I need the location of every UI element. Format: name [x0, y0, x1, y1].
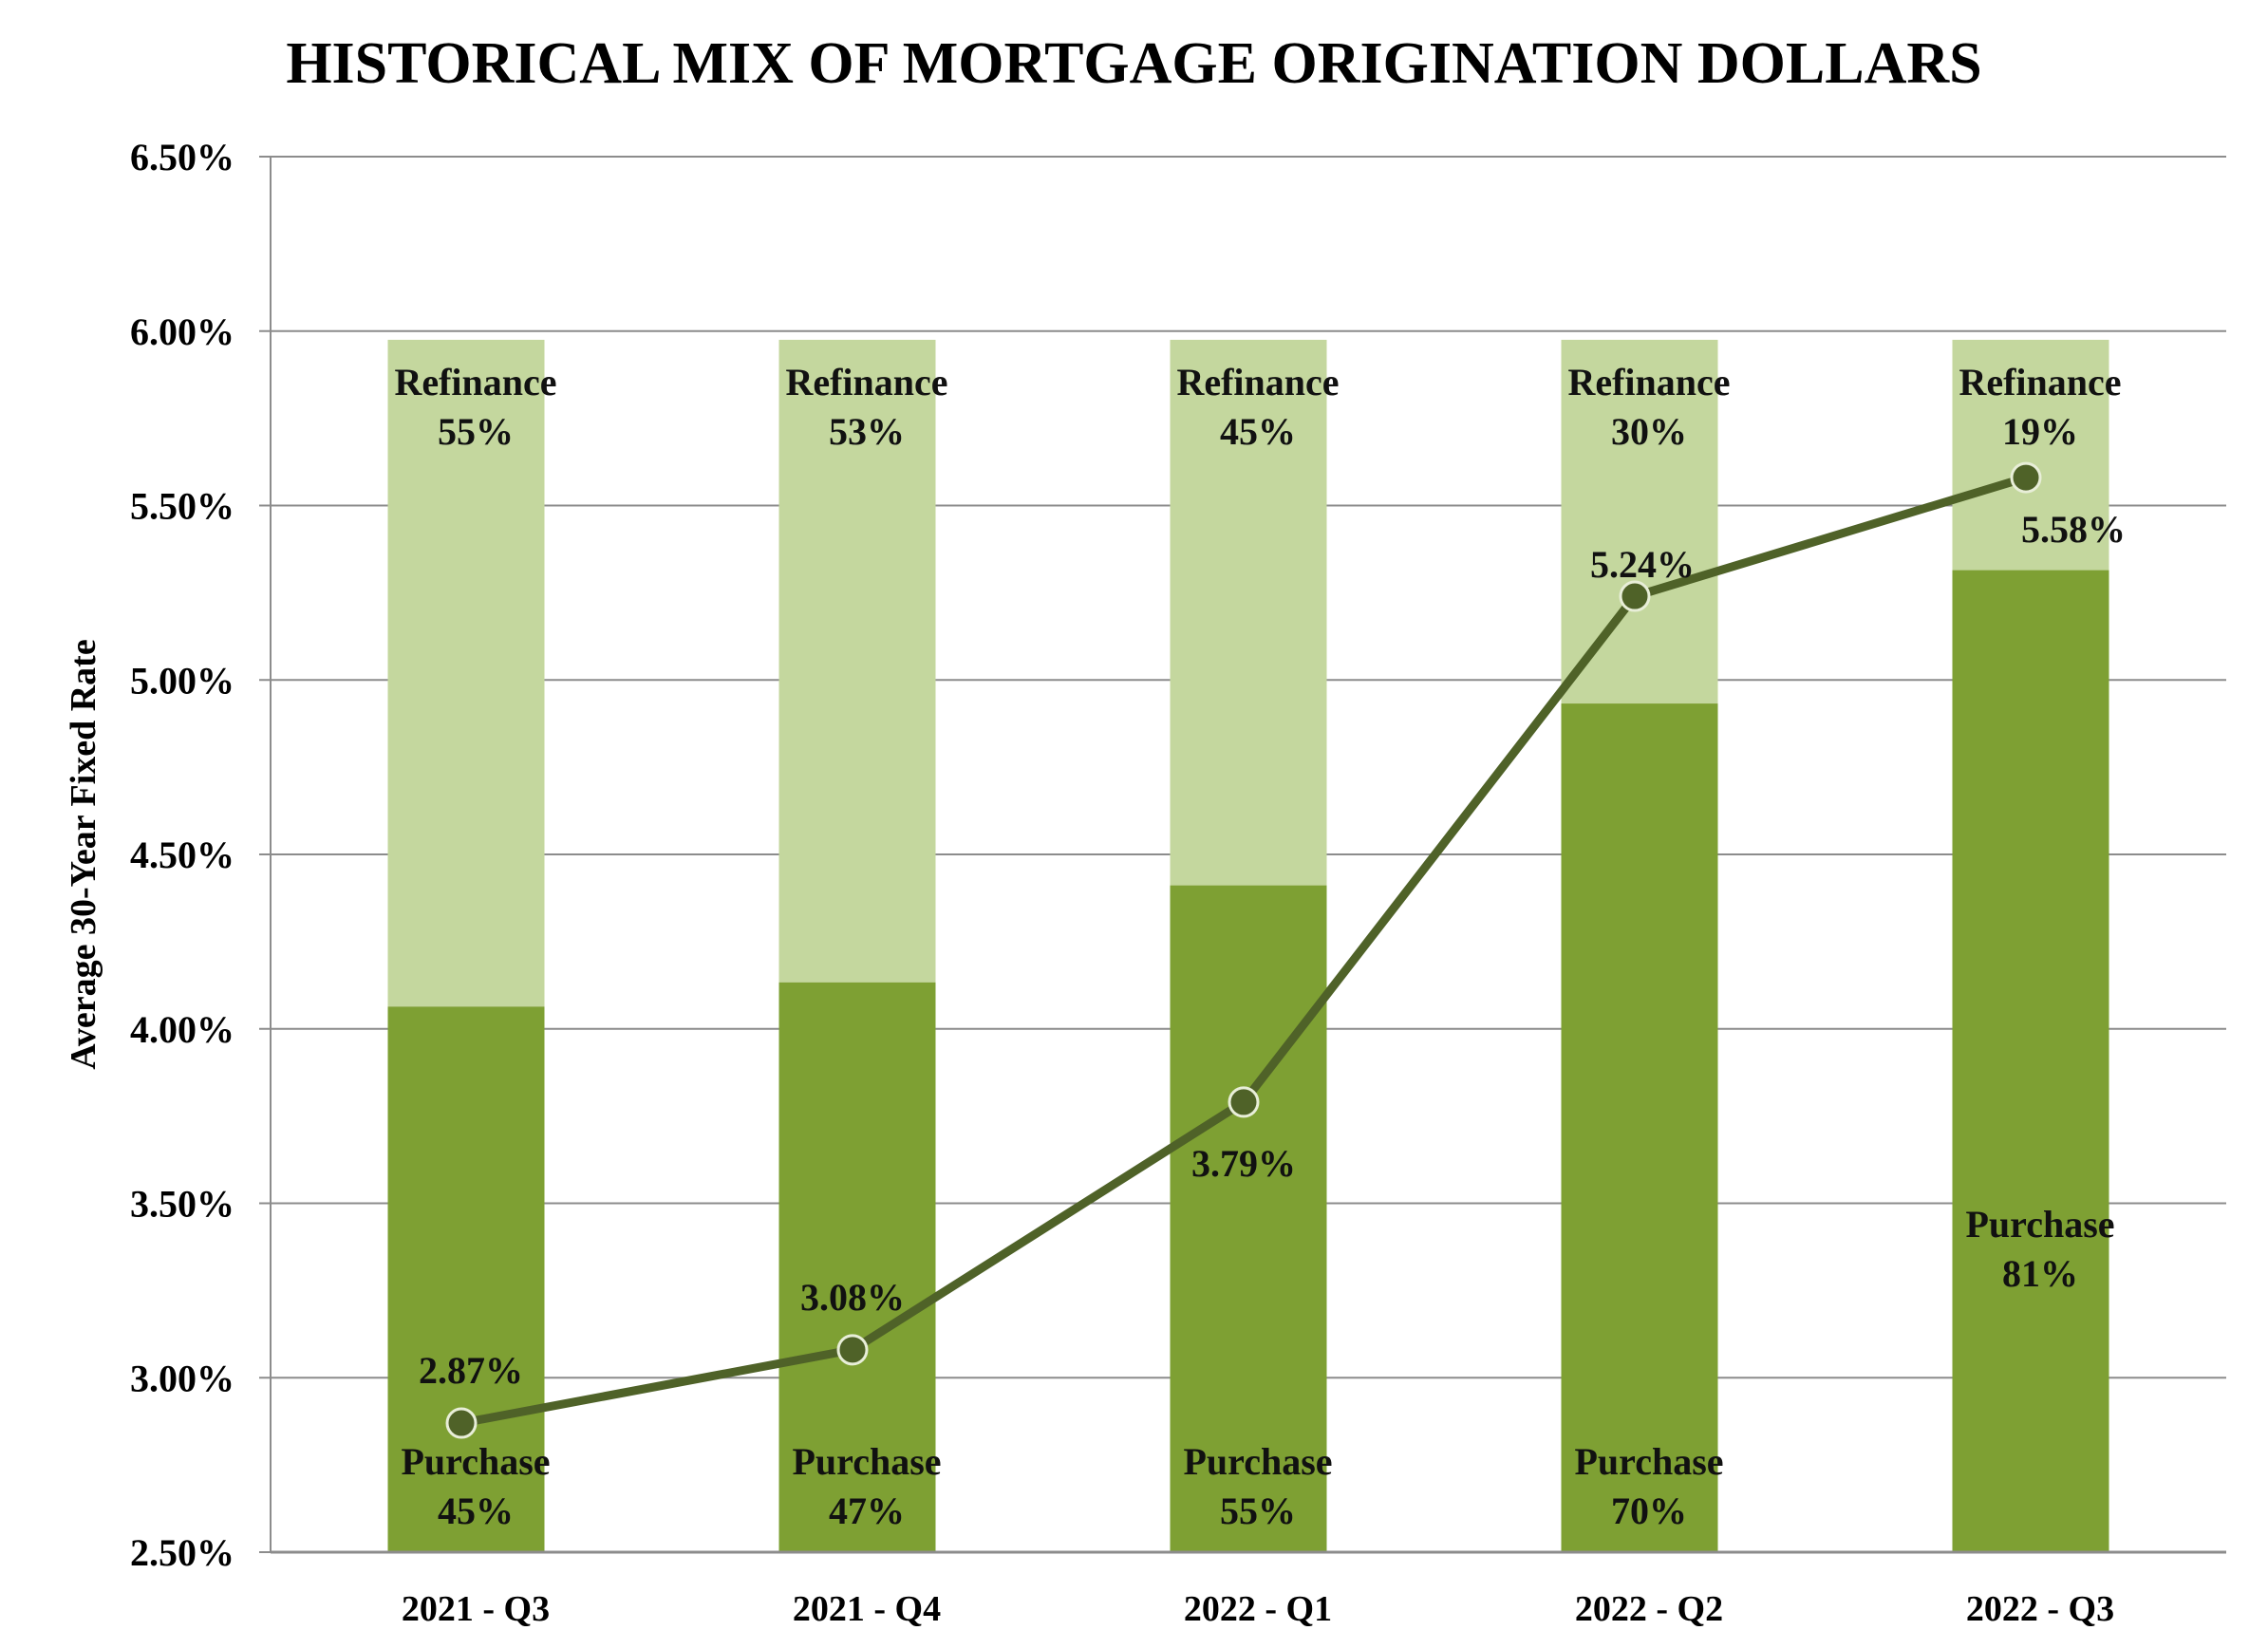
y-tick-label: 6.50%: [130, 136, 234, 178]
chart-title: HISTORICAL MIX OF MORTGAGE ORIGINATION D…: [286, 31, 1982, 96]
purchase-label: Purchase: [1574, 1440, 1723, 1483]
refinance-percent-label: 45%: [1220, 410, 1296, 453]
x-category-label: 2022 - Q2: [1575, 1589, 1723, 1629]
y-tick-label: 5.00%: [130, 659, 234, 702]
rate-value-label: 5.24%: [1590, 543, 1695, 586]
rate-value-label: 3.08%: [800, 1276, 905, 1319]
refinance-label: Refinance: [1959, 361, 2121, 403]
purchase-percent-label: 55%: [1220, 1490, 1296, 1532]
purchase-percent-label: 70%: [1611, 1490, 1687, 1532]
purchase-label: Purchase: [792, 1440, 941, 1483]
purchase-label: Purchase: [1965, 1203, 2114, 1246]
bar-refinance: [778, 339, 936, 983]
refinance-label: Refinance: [1567, 361, 1730, 403]
y-tick-label: 4.50%: [130, 834, 234, 876]
y-axis-title: Average 30-Year Fixed Rate: [64, 639, 103, 1069]
rate-point: [1619, 580, 1651, 612]
purchase-label: Purchase: [401, 1440, 550, 1483]
bar-purchase: [1561, 703, 1718, 1552]
rate-value-label: 5.58%: [2021, 508, 2126, 551]
refinance-percent-label: 19%: [2002, 410, 2078, 453]
y-tick-label: 2.50%: [130, 1531, 234, 1574]
rate-point: [2010, 461, 2042, 494]
refinance-percent-label: 30%: [1611, 410, 1687, 453]
y-tick-label: 5.50%: [130, 485, 234, 528]
bar-purchase: [1952, 570, 2109, 1552]
refinance-label: Refinance: [394, 361, 556, 403]
bar-refinance: [1561, 339, 1718, 704]
bar-purchase: [778, 982, 936, 1552]
rate-point: [1228, 1086, 1260, 1118]
refinance-label: Refinance: [1176, 361, 1339, 403]
bar-purchase: [1170, 885, 1327, 1552]
y-tick-label: 6.00%: [130, 310, 234, 353]
x-category-label: 2022 - Q1: [1184, 1589, 1332, 1629]
refinance-label: Refinance: [785, 361, 947, 403]
refinance-percent-label: 55%: [438, 410, 514, 453]
y-tick-label: 3.50%: [130, 1183, 234, 1226]
rate-value-label: 3.79%: [1191, 1142, 1296, 1185]
purchase-percent-label: 45%: [438, 1490, 514, 1532]
purchase-percent-label: 47%: [829, 1490, 905, 1532]
rate-point: [445, 1407, 478, 1439]
refinance-percent-label: 53%: [829, 410, 905, 453]
purchase-percent-label: 81%: [2002, 1252, 2078, 1295]
x-category-label: 2021 - Q3: [402, 1589, 550, 1629]
y-tick-label: 3.00%: [130, 1357, 234, 1399]
bar-refinance: [1170, 339, 1327, 886]
x-category-label: 2022 - Q3: [1966, 1589, 2114, 1629]
purchase-label: Purchase: [1183, 1440, 1332, 1483]
y-tick-label: 4.00%: [130, 1008, 234, 1051]
rate-value-label: 2.87%: [419, 1349, 523, 1392]
bar-refinance: [387, 339, 545, 1007]
bar-refinance: [1952, 339, 2109, 571]
bar-purchase: [387, 1006, 545, 1552]
x-category-label: 2021 - Q4: [793, 1589, 941, 1629]
rate-point: [836, 1334, 869, 1366]
